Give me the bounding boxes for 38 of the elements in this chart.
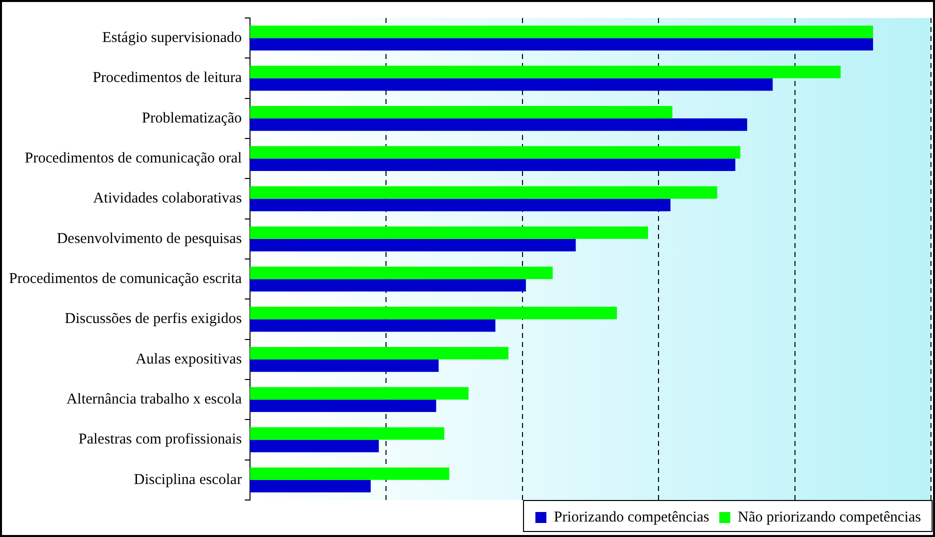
bar (250, 427, 444, 440)
y-tick-label: Aulas expositivas (136, 351, 242, 368)
bar (250, 467, 450, 480)
bar (250, 387, 469, 400)
bar (250, 306, 617, 320)
y-tick-label: Disciplina escolar (134, 472, 242, 488)
bar (250, 118, 748, 131)
bar (250, 146, 740, 159)
y-tick-label: Palestras com profissionais (78, 432, 242, 448)
bar (250, 238, 576, 252)
bar (250, 106, 672, 118)
y-tick-label: Procedimentos de leitura (92, 70, 242, 86)
bar (250, 78, 773, 91)
y-tick-label: Problematização (142, 110, 242, 126)
bar (250, 359, 439, 372)
y-tick-label: Atividades colaborativas (93, 190, 242, 207)
bar (250, 346, 508, 360)
y-tick-label: Estágio supervisionado (102, 30, 242, 46)
bar (250, 66, 841, 78)
bar (250, 226, 648, 239)
y-tick-label: Procedimentos de comunicação oral (24, 150, 242, 167)
bar (250, 319, 496, 332)
bar (250, 198, 670, 212)
y-tick-label: Alternância trabalho x escola (66, 392, 242, 408)
bar (250, 26, 874, 38)
bar (250, 38, 874, 51)
legend-label: Priorizando competências (554, 509, 710, 526)
bar (250, 279, 526, 292)
y-tick-label: Procedimentos de comunicação escrita (8, 271, 242, 288)
y-tick-label: Discussões de perfis exigidos (64, 311, 242, 328)
bar (250, 440, 379, 452)
bar (250, 158, 736, 172)
bar (250, 266, 553, 280)
bar (250, 186, 718, 199)
bar (250, 480, 371, 492)
bar (250, 400, 436, 412)
y-tick-label: Desenvolvimento de pesquisas (56, 230, 242, 247)
legend-label: Não priorizando competências (738, 509, 922, 526)
